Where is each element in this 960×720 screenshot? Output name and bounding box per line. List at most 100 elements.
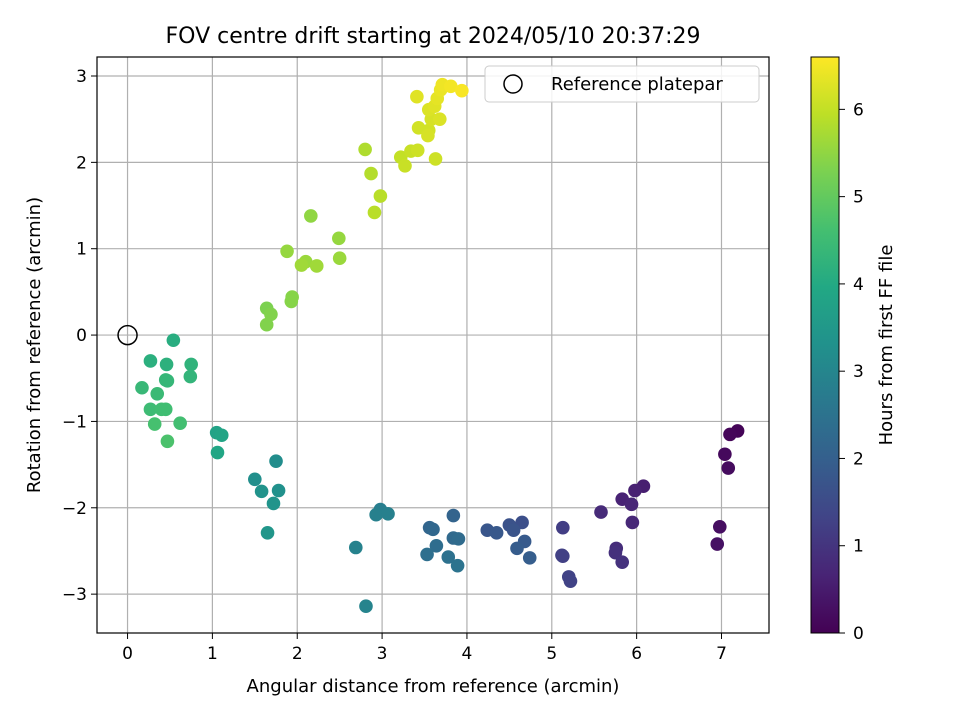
legend-box: [484, 65, 760, 103]
data-point: [264, 307, 278, 322]
data-point: [563, 574, 578, 588]
data-point: [432, 112, 447, 126]
data-point: [254, 484, 269, 499]
data-point: [510, 541, 524, 556]
data-point: [367, 205, 382, 220]
x-tick-label: 4: [462, 644, 473, 664]
x-tick-label: 3: [377, 644, 388, 664]
y-tick-label: −2: [62, 499, 87, 519]
data-point: [147, 417, 162, 431]
data-point: [410, 143, 425, 158]
data-point: [173, 416, 187, 430]
data-point: [451, 532, 466, 546]
colorbar-tick-label: 2: [853, 449, 864, 469]
data-point: [556, 549, 570, 563]
colorbar-ticks: 0 1 2 3 4 5 6: [839, 100, 864, 644]
x-axis-ticks: 0 1 2 3 4 5 6 7: [122, 633, 727, 664]
y-tick-label: 3: [76, 67, 87, 87]
data-point: [248, 472, 262, 487]
colorbar-tick-label: 1: [853, 537, 864, 557]
legend-label: Reference platepar: [551, 74, 723, 95]
x-tick-label: 6: [631, 644, 642, 664]
data-point: [332, 251, 347, 266]
y-tick-label: 0: [76, 326, 87, 346]
data-point: [398, 159, 412, 173]
data-point: [556, 520, 570, 535]
colorbar-tick-label: 4: [853, 275, 864, 295]
data-point: [358, 142, 372, 157]
colorbar-tick-label: 0: [853, 624, 864, 644]
data-point: [348, 540, 363, 555]
data-point: [359, 599, 373, 614]
data-point: [723, 427, 737, 442]
data-point: [455, 83, 469, 98]
data-point: [150, 386, 165, 401]
x-tick-label: 2: [292, 644, 303, 664]
x-tick-label: 5: [546, 644, 557, 664]
data-point: [309, 259, 324, 273]
data-point: [444, 79, 458, 94]
data-point: [718, 447, 732, 462]
data-point: [428, 152, 443, 166]
y-axis-ticks: −3 −2 −1 0 1 2 3: [62, 67, 97, 605]
data-point: [210, 445, 225, 460]
data-point: [280, 244, 294, 259]
data-point: [135, 380, 149, 395]
x-tick-label: 7: [716, 644, 727, 664]
data-point: [143, 402, 158, 417]
data-point: [284, 294, 299, 309]
data-point: [159, 357, 174, 372]
colorbar-tick-label: 3: [853, 362, 864, 382]
data-point: [420, 547, 434, 562]
colorbar-label: Hours from first FF file: [876, 245, 897, 446]
data-point: [304, 209, 318, 223]
colorbar-tick-label: 5: [853, 188, 864, 208]
data-point: [594, 505, 608, 519]
data-point: [143, 354, 158, 368]
y-axis-label: Rotation from reference (arcmin): [24, 197, 45, 493]
data-point: [373, 189, 388, 203]
data-point: [369, 507, 383, 522]
data-point: [364, 166, 378, 181]
data-point: [441, 550, 456, 564]
data-point: [429, 538, 444, 553]
data-point: [628, 483, 642, 498]
data-point: [624, 497, 639, 512]
colorbar-tick-label: 6: [853, 100, 864, 120]
data-point: [160, 434, 175, 449]
x-tick-label: 0: [122, 644, 133, 664]
data-point: [259, 317, 274, 332]
data-point: [294, 258, 309, 272]
data-point: [608, 545, 623, 560]
data-point: [721, 461, 736, 475]
data-point: [214, 428, 229, 443]
colorbar: [810, 56, 840, 634]
data-point: [260, 526, 275, 540]
data-point: [183, 369, 198, 384]
chart-title: FOV centre drift starting at 2024/05/10 …: [166, 24, 701, 49]
data-point: [450, 558, 465, 573]
data-point: [522, 551, 537, 565]
data-point: [184, 357, 198, 372]
data-point: [506, 523, 521, 538]
y-tick-label: −3: [62, 585, 87, 605]
data-point: [411, 121, 426, 135]
reference-marker: [117, 324, 138, 346]
reference-point: [117, 324, 138, 346]
data-point: [332, 231, 346, 246]
data-point: [446, 508, 461, 523]
data-point: [271, 483, 286, 498]
x-axis-label: Angular distance from reference (arcmin): [247, 676, 620, 697]
data-point: [410, 89, 424, 104]
data-point: [381, 507, 395, 521]
data-point: [421, 128, 435, 143]
y-tick-label: 2: [76, 153, 87, 173]
data-point: [266, 496, 281, 511]
data-point: [710, 537, 725, 551]
data-point: [269, 454, 283, 468]
data-point: [166, 333, 181, 348]
data-point: [158, 402, 173, 417]
data-point: [712, 519, 727, 534]
data-point: [426, 522, 440, 537]
